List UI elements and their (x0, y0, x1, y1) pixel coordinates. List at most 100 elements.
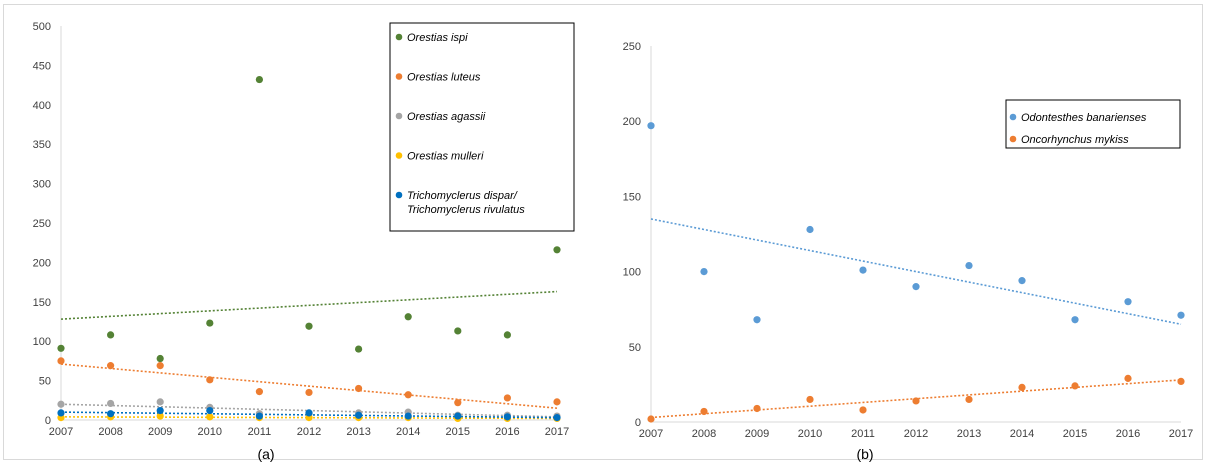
data-point-series-1 (107, 362, 115, 370)
data-point-series-1 (454, 399, 462, 407)
panel-b-chart: 0 50 100 150 200 250 2007 2008 2009 2010 2011 2012 2… (623, 41, 1194, 440)
data-point-series-4 (404, 412, 412, 420)
y-tick-label: 100 (623, 267, 641, 279)
x-tick-label: 2014 (1010, 428, 1034, 440)
data-point-series-1 (255, 388, 263, 396)
data-point-series-0 (454, 327, 462, 335)
data-point-series-1 (156, 362, 164, 370)
x-tick-label: 2015 (446, 426, 470, 438)
x-tick-label: 2013 (957, 428, 981, 440)
panel-a-label: (a) (257, 446, 274, 462)
data-point-series-0 (806, 225, 814, 234)
data-point-series-1 (806, 395, 814, 404)
legend-label-4: Trichomyclerus rivulatus (407, 204, 525, 216)
data-point-series-0 (355, 345, 363, 353)
x-tick-label: 2009 (745, 428, 769, 440)
y-tick-label: 0 (45, 415, 51, 427)
x-tick-label: 2016 (1116, 428, 1140, 440)
data-point-series-1 (404, 391, 412, 399)
data-point-series-0 (912, 283, 920, 291)
data-point-series-3 (206, 413, 214, 421)
x-tick-label: 2008 (692, 428, 716, 440)
legend-marker-0 (1009, 113, 1017, 121)
data-point-series-1 (912, 397, 920, 405)
x-tick-label: 2010 (798, 428, 822, 440)
panel-a-legend: Orestias ispi Orestias luteus Orestias aga… (395, 32, 525, 216)
trendline-series-0 (60, 290, 558, 320)
data-point-series-0 (206, 319, 214, 327)
data-point-series-0 (553, 246, 561, 254)
data-point-series-1 (553, 398, 561, 406)
data-point-series-4 (57, 409, 65, 417)
data-point-series-0 (1124, 298, 1132, 306)
y-tick-label: 50 (39, 376, 51, 388)
data-point-series-4 (255, 412, 263, 420)
data-point-series-4 (305, 409, 313, 417)
data-point-series-1 (503, 394, 511, 402)
data-point-series-4 (156, 406, 164, 415)
data-point-series-0 (859, 266, 867, 274)
x-tick-label: 2011 (851, 428, 875, 440)
data-point-series-1 (1071, 382, 1079, 390)
y-tick-label: 150 (623, 191, 641, 203)
legend-label-2: Orestias agassii (407, 111, 486, 123)
x-tick-label: 2012 (297, 426, 321, 438)
data-point-series-1 (305, 388, 313, 397)
data-point-series-0 (753, 316, 761, 324)
legend-label-4: Trichomyclerus dispar/ (407, 190, 518, 202)
data-point-series-3 (156, 412, 164, 420)
data-point-series-4 (454, 412, 462, 420)
legend-marker-1 (395, 73, 403, 80)
y-tick-label: 250 (623, 41, 641, 53)
legend-marker-3 (395, 152, 403, 159)
panel-b-legend: Odontesthes banarienses Oncorhynchus myki… (1009, 112, 1147, 146)
data-point-series-0 (1071, 316, 1079, 324)
data-point-series-4 (553, 414, 561, 422)
x-tick-label: 2009 (148, 426, 172, 438)
y-tick-label: 200 (33, 257, 51, 269)
legend-label-0: Orestias ispi (407, 32, 468, 44)
data-point-series-0 (503, 331, 511, 339)
y-tick-label: 400 (33, 100, 51, 112)
y-tick-label: 0 (635, 417, 641, 429)
x-tick-label: 2011 (248, 426, 272, 438)
data-point-series-1 (355, 384, 363, 393)
panel-a-legend-box (389, 22, 575, 232)
x-tick-label: 2013 (346, 426, 370, 438)
x-tick-label: 2016 (495, 426, 519, 438)
legend-label-1: Oncorhynchus mykiss (1021, 134, 1129, 146)
legend-label-3: Orestias mulleri (407, 151, 484, 163)
data-point-series-2 (156, 398, 164, 406)
data-point-series-0 (57, 344, 65, 352)
y-tick-label: 200 (623, 116, 641, 128)
y-tick-label: 450 (33, 60, 51, 72)
y-tick-label: 50 (629, 342, 641, 354)
data-point-series-1 (753, 404, 761, 413)
panel-a-chart: 0 50 100 150 200 250 300 350 400 450 500 2007 2008 20… (33, 21, 570, 438)
data-point-series-4 (107, 410, 115, 418)
data-point-series-1 (206, 376, 214, 384)
data-point-series-2 (57, 400, 65, 408)
x-tick-label: 2010 (198, 426, 222, 438)
data-point-series-1 (700, 407, 708, 416)
data-point-series-4 (206, 406, 214, 415)
y-tick-label: 250 (33, 218, 51, 230)
y-tick-label: 300 (33, 179, 51, 191)
data-point-series-1 (647, 415, 655, 423)
x-tick-label: 2017 (1169, 428, 1193, 440)
data-point-series-1 (57, 357, 65, 365)
figure-frame (3, 4, 1203, 460)
data-point-series-0 (107, 331, 115, 339)
y-tick-label: 150 (33, 297, 51, 309)
data-point-series-0 (1018, 277, 1026, 285)
data-point-series-0 (647, 122, 655, 130)
panel-b-legend-box (1005, 99, 1181, 149)
legend-marker-4 (395, 191, 403, 199)
data-point-series-0 (305, 322, 313, 330)
y-tick-label: 350 (33, 139, 51, 151)
data-point-series-1 (965, 395, 973, 404)
x-tick-label: 2015 (1063, 428, 1087, 440)
data-point-series-1 (859, 406, 867, 414)
x-tick-label: 2007 (639, 428, 663, 440)
